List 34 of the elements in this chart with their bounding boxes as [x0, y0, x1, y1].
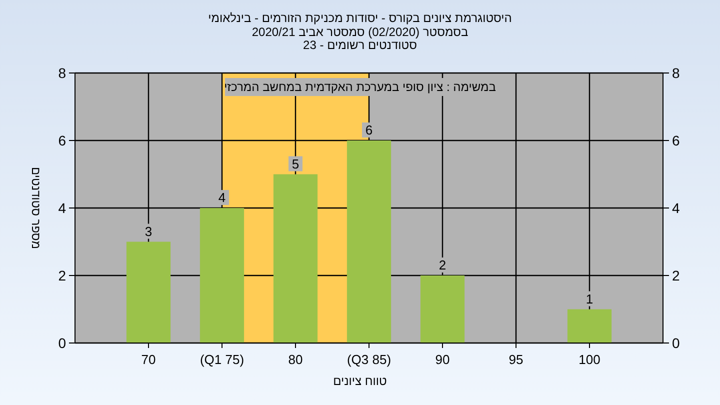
- x-tick-label: 100: [578, 352, 600, 367]
- y-tick-label: 6: [58, 132, 66, 148]
- chart-subtitle: בסמסטר (02/2020) סמסטר אביב 2020/21 סטודנטים רשומים - 23: [252, 25, 468, 52]
- y-tick-label: 4: [58, 200, 66, 216]
- x-tick-label: 90: [435, 352, 450, 367]
- bar: [420, 276, 465, 343]
- y2-tick-label: 0: [672, 335, 680, 351]
- y-tick-label: 0: [58, 335, 66, 351]
- data-label: 1: [586, 291, 594, 306]
- y-tick-label: 2: [58, 268, 66, 284]
- y2-tick-label: 6: [672, 132, 680, 148]
- x-axis-title: טווח ציונים: [333, 374, 388, 388]
- bar: [200, 208, 244, 343]
- bar: [567, 309, 612, 343]
- x-tick-label: 70: [141, 352, 156, 367]
- bar: [346, 140, 392, 343]
- chart-title: היסטוגרמת ציונים בקורס - יסודות מכניקת הזורמים - בינלאומי: [208, 11, 512, 25]
- y2-tick-label: 8: [672, 65, 680, 81]
- bar: [273, 174, 318, 343]
- data-label: 4: [218, 190, 226, 205]
- y-tick-label: 8: [58, 65, 66, 81]
- data-label: 5: [292, 156, 300, 172]
- annotation: במשימה : ציון סופי במערכת האקדמית במחשב המרכזי: [224, 80, 496, 94]
- data-label: 2: [438, 258, 446, 272]
- data-label: 3: [144, 224, 152, 239]
- y2-tick-label: 2: [672, 268, 680, 284]
- x-tick-label: 95: [508, 352, 524, 367]
- y-axis-title: מספר סטודנטים: [29, 166, 43, 250]
- x-tick-label: (Q1 75): [200, 352, 244, 367]
- data-label: 6: [365, 122, 373, 138]
- x-tick-label: (Q3 85): [346, 352, 392, 367]
- y2-tick-label: 4: [672, 200, 680, 216]
- bar: [126, 242, 171, 343]
- x-tick-label: 80: [288, 352, 303, 367]
